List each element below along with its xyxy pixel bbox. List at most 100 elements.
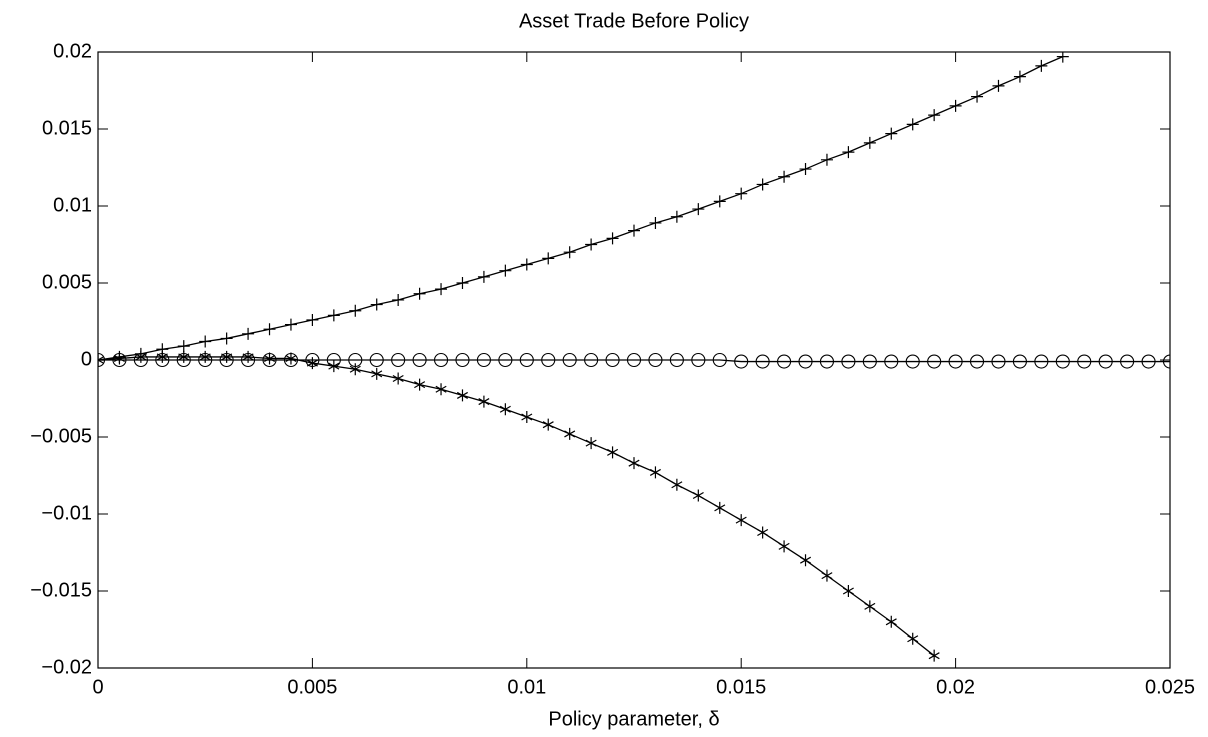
marker: [841, 354, 856, 369]
marker: [435, 283, 448, 296]
marker: [412, 352, 427, 368]
x-tick-label: 0.025: [1145, 676, 1195, 698]
y-tick-label: 0.01: [53, 194, 92, 216]
marker: [626, 352, 642, 368]
marker: [349, 363, 361, 376]
x-tick-label: 0.005: [287, 676, 337, 698]
x-tick-label: 0: [92, 676, 103, 698]
marker: [371, 367, 383, 380]
marker: [798, 354, 813, 369]
marker: [948, 354, 963, 369]
y-tick-label: −0.015: [30, 579, 92, 601]
marker: [712, 352, 727, 368]
marker: [819, 354, 835, 369]
marker: [285, 352, 297, 365]
marker: [1120, 354, 1135, 369]
marker: [306, 313, 319, 326]
marker: [1141, 354, 1156, 369]
marker: [649, 216, 662, 229]
x-tick-label: 0.01: [507, 676, 546, 698]
marker: [370, 298, 383, 311]
marker: [585, 238, 598, 251]
marker: [669, 352, 684, 368]
marker: [306, 357, 318, 370]
chart-title: Asset Trade Before Policy: [519, 10, 749, 32]
marker: [499, 403, 511, 416]
marker: [284, 318, 297, 331]
marker: [862, 354, 877, 369]
marker: [327, 309, 340, 322]
marker: [499, 264, 512, 277]
y-tick-label: −0.01: [41, 502, 92, 524]
marker: [671, 478, 683, 491]
marker: [927, 354, 942, 369]
marker: [755, 354, 770, 369]
marker: [433, 352, 449, 368]
marker: [519, 352, 534, 368]
marker: [928, 109, 941, 122]
marker: [520, 258, 533, 271]
marker: [864, 600, 876, 613]
marker: [778, 170, 791, 183]
marker: [906, 118, 919, 131]
marker: [242, 327, 255, 340]
marker: [756, 178, 769, 191]
marker: [692, 203, 705, 216]
marker: [863, 136, 876, 149]
y-tick-label: 0.015: [42, 117, 92, 139]
marker: [842, 585, 854, 597]
marker: [135, 350, 147, 363]
marker: [391, 352, 406, 368]
marker: [734, 354, 749, 369]
marker: [199, 350, 211, 363]
marker: [1162, 354, 1170, 369]
x-tick-label: 0.02: [936, 676, 975, 698]
y-tick-label: 0.02: [53, 40, 92, 62]
marker: [884, 354, 899, 369]
marker: [820, 153, 833, 166]
marker: [242, 350, 254, 363]
marker: [606, 232, 619, 245]
marker: [498, 352, 513, 368]
marker: [1056, 52, 1069, 63]
marker: [969, 354, 985, 369]
marker: [905, 354, 920, 369]
marker: [799, 163, 812, 176]
marker: [1098, 354, 1113, 369]
marker: [1013, 70, 1026, 83]
marker: [542, 252, 555, 265]
marker: [477, 270, 490, 283]
marker: [605, 352, 620, 368]
marker: [98, 354, 104, 366]
marker: [476, 352, 491, 368]
marker: [991, 354, 1006, 369]
marker: [821, 569, 833, 582]
marker: [541, 352, 556, 368]
marker: [777, 354, 792, 369]
y-tick-label: 0: [81, 348, 92, 370]
marker: [156, 350, 168, 363]
marker: [670, 210, 683, 223]
marker: [562, 352, 577, 368]
marker: [328, 360, 340, 373]
marker: [455, 352, 470, 368]
marker: [907, 632, 919, 645]
marker: [757, 526, 769, 539]
marker: [178, 350, 190, 363]
marker: [928, 649, 940, 662]
marker: [1012, 354, 1027, 369]
marker: [220, 332, 233, 345]
y-tick-label: −0.02: [41, 656, 92, 678]
marker: [714, 501, 726, 514]
marker: [628, 224, 640, 237]
marker: [563, 246, 576, 259]
series-line: [98, 359, 1170, 363]
marker: [435, 383, 447, 396]
marker: [221, 350, 233, 363]
y-tick-label: 0.005: [42, 271, 92, 293]
marker: [199, 335, 212, 348]
marker: [1035, 59, 1048, 72]
marker: [113, 352, 125, 365]
marker: [1055, 354, 1070, 369]
